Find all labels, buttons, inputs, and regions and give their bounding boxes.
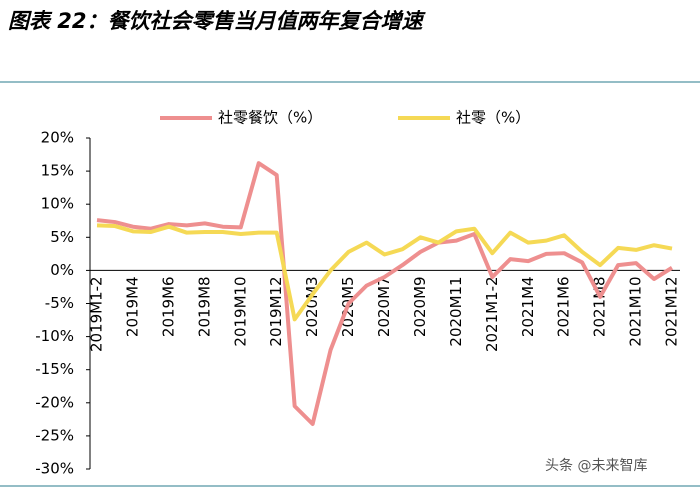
y-tick-label: 10% <box>41 195 74 213</box>
x-tick-label: 2020M7 <box>375 276 393 337</box>
x-tick-label: 2019M8 <box>195 276 213 337</box>
x-tick-label: 2021M12 <box>663 276 681 346</box>
legend-label: 社零（%） <box>456 109 530 127</box>
y-tick-label: 0% <box>50 261 74 279</box>
series-line <box>96 161 674 426</box>
watermark: 头条 @未来智库 <box>545 457 647 474</box>
x-tick-label: 2019M6 <box>159 276 177 337</box>
y-tick-label: -5% <box>45 294 74 312</box>
legend-label: 社零餐饮（%） <box>218 109 322 127</box>
series-line <box>96 223 673 322</box>
y-tick-label: -20% <box>35 393 74 411</box>
y-tick-label: -15% <box>35 360 74 378</box>
x-tick-label: 2020M11 <box>447 276 465 346</box>
y-tick-label: 15% <box>41 162 74 180</box>
y-tick-label: 20% <box>41 129 74 147</box>
x-tick-label: 2019M4 <box>123 276 141 337</box>
x-tick-label: 2019M1-2 <box>88 276 106 352</box>
x-tick-label: 2021M10 <box>627 276 645 346</box>
y-tick-label: -10% <box>35 327 74 345</box>
y-tick-label: 5% <box>50 228 74 246</box>
x-tick-label: 2021M6 <box>555 276 573 337</box>
x-tick-label: 2019M12 <box>267 276 285 346</box>
x-tick-label: 2021M1-2 <box>483 276 501 352</box>
x-tick-label: 2020M9 <box>411 276 429 337</box>
chart-title: 图表 22：餐饮社会零售当月值两年复合增速 <box>8 9 427 33</box>
x-tick-label: 2021M4 <box>519 276 537 337</box>
y-tick-label: -25% <box>35 426 74 444</box>
y-tick-label: -30% <box>35 460 74 478</box>
x-tick-label: 2019M10 <box>231 276 249 346</box>
